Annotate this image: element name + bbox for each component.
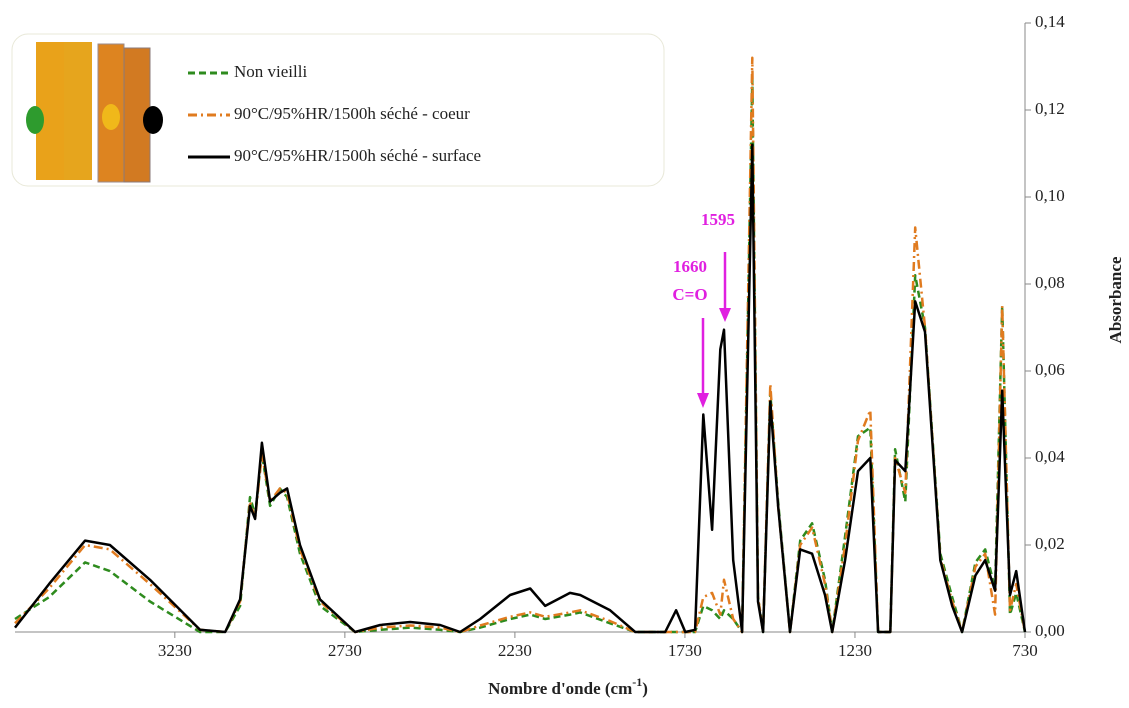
annotation: 1660 xyxy=(673,257,707,276)
sample-photo xyxy=(64,42,92,180)
x-tick-label: 2230 xyxy=(498,641,532,660)
x-tick-label: 1730 xyxy=(668,641,702,660)
y-tick-label: 0,08 xyxy=(1035,273,1065,292)
x-axis-title-part: ) xyxy=(642,679,648,698)
y-tick-label: 0,00 xyxy=(1035,621,1065,640)
sample-dot xyxy=(102,104,120,130)
y-axis-title: Absorbance xyxy=(1106,256,1125,343)
legend: Non vieilli 90°C/95%HR/1500h séché - coeu… xyxy=(188,62,481,165)
legend-label: 90°C/95%HR/1500h séché - coeur xyxy=(234,104,470,123)
x-axis-title-part: Nombre d'onde (cm xyxy=(488,679,632,698)
legend-label: 90°C/95%HR/1500h séché - surface xyxy=(234,146,481,165)
y-tick-label: 0,14 xyxy=(1035,12,1065,31)
annotation-arrowhead xyxy=(697,393,709,408)
legend-box xyxy=(11,33,665,187)
sample-dot xyxy=(26,106,44,134)
annotation-arrowhead xyxy=(719,308,731,322)
y-tick-label: 0,04 xyxy=(1035,447,1065,466)
annotation: C=O xyxy=(672,285,707,304)
legend-label: Non vieilli xyxy=(234,62,307,81)
y-tick-label: 0,02 xyxy=(1035,534,1065,553)
x-tick-label: 730 xyxy=(1012,641,1038,660)
y-tick-label: 0,10 xyxy=(1035,186,1065,205)
series-line xyxy=(14,143,1027,634)
y-tick-label: 0,06 xyxy=(1035,360,1065,379)
sample-dot xyxy=(143,106,163,134)
x-axis-title-sup: -1 xyxy=(632,675,642,689)
x-axis-title: Nombre d'onde (cm-1) xyxy=(488,675,648,698)
x-tick-label: 1230 xyxy=(838,641,872,660)
x-tick-label: 3230 xyxy=(158,641,192,660)
sample-photo xyxy=(97,43,125,183)
y-tick-label: 0,12 xyxy=(1035,99,1065,118)
annotation: 1595 xyxy=(701,210,735,229)
x-tick-label: 2730 xyxy=(328,641,362,660)
